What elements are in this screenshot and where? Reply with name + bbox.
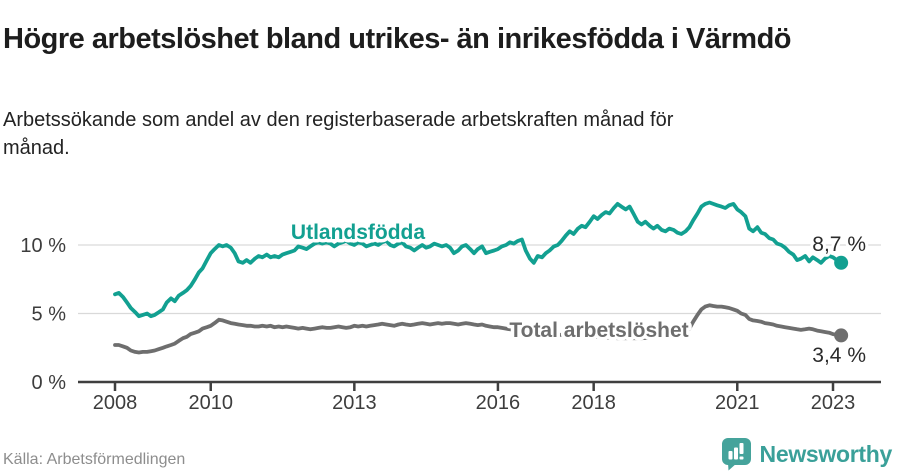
- x-tick-label: 2008: [93, 392, 138, 414]
- y-tick-label: 0 %: [32, 372, 67, 394]
- series-label-total: Total arbetslöshet: [509, 319, 688, 342]
- bar-chart-bar-medium: [733, 447, 738, 460]
- series-line-total: [113, 303, 843, 355]
- exclamation-bar: [739, 443, 744, 454]
- end-value-label-total: 3,4 %: [812, 344, 866, 367]
- x-tick-label: 2018: [571, 392, 616, 414]
- x-tick-label: 2010: [188, 392, 233, 414]
- x-tick-label: 2013: [332, 392, 377, 414]
- series-line-utlandsfodda: [113, 200, 843, 319]
- y-tick-label: 5 %: [32, 304, 67, 326]
- bar-chart-bar-small: [728, 451, 733, 460]
- newsworthy-logo: Newsworthy: [721, 437, 892, 471]
- end-value-label-utlandsfodda: 8,7 %: [812, 233, 866, 256]
- chart-subtitle: Arbetssökande som andel av den registerb…: [3, 109, 674, 159]
- newsworthy-speech-bubble-icon: [721, 438, 751, 471]
- source-note: Källa: Arbetsförmedlingen: [3, 451, 186, 468]
- series-end-dot-utlandsfodda: [834, 255, 849, 270]
- y-tick-label: 10 %: [20, 235, 66, 257]
- x-tick-label: 2021: [715, 392, 760, 414]
- x-tick-label: 2023: [811, 392, 856, 414]
- series-end-dot-total: [834, 328, 849, 343]
- x-tick-label: 2016: [476, 392, 521, 414]
- newsworthy-wordmark: Newsworthy: [759, 440, 893, 467]
- page-title: Högre arbetslöshet bland utrikes- än inr…: [3, 23, 792, 56]
- series-label-utlandsfodda: Utlandsfödda: [291, 221, 425, 244]
- exclamation-dot: [739, 456, 744, 460]
